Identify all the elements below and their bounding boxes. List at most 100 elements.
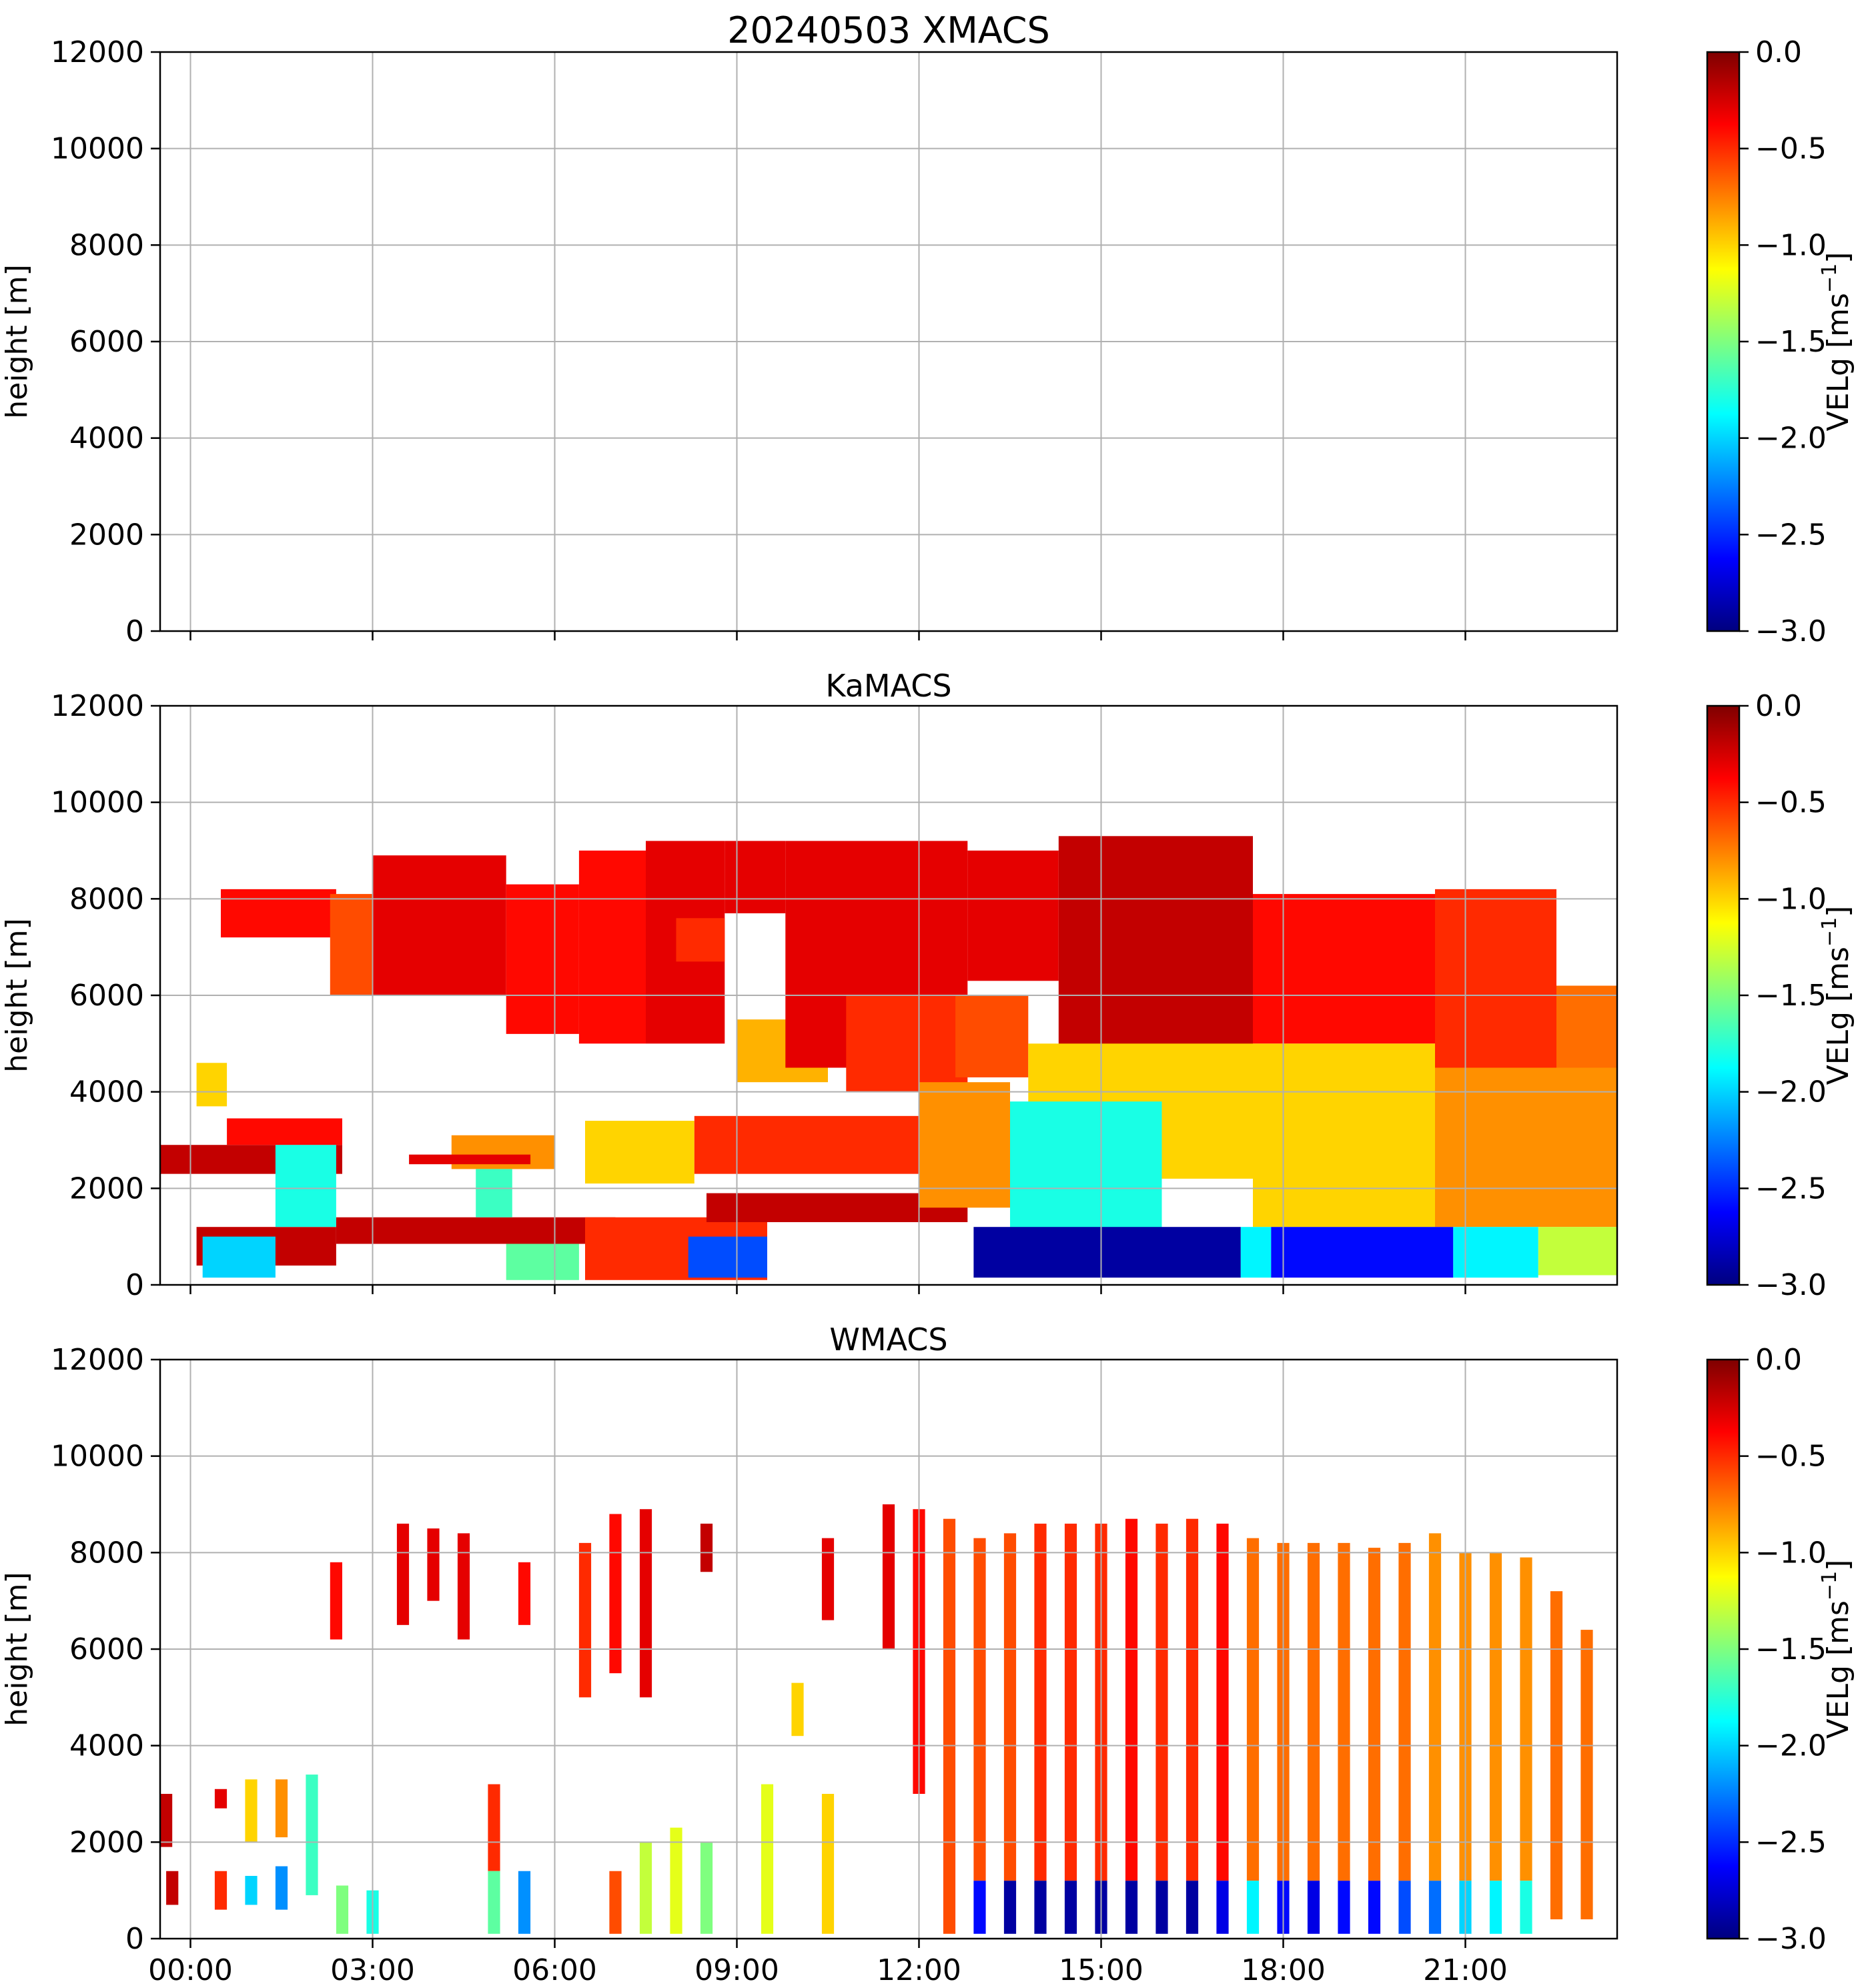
colorbar-tick-label: −0.5 [1755, 132, 1827, 166]
heatmap-cell [821, 1794, 835, 1934]
heatmap-cell [1003, 1533, 1017, 1881]
heatmap-cell [202, 1236, 276, 1278]
y-tick-label: 10000 [51, 132, 144, 166]
heatmap-cell [1253, 894, 1435, 1044]
colorbar-label: VELg [ms−1] [1818, 906, 1855, 1085]
heatmap-cell [1010, 1101, 1162, 1232]
heatmap-cell [275, 1145, 336, 1227]
heatmap-cell [1368, 1548, 1381, 1881]
x-tick-label: 00:00 [148, 1953, 233, 1987]
y-tick-label: 8000 [69, 882, 144, 916]
panel-kamacs: 0 2000 4000 6000 8000 10000 12000 height [m] KaM… [0, 668, 1855, 1302]
y-tick-label: 0 [125, 1922, 144, 1956]
heatmap-cell [1453, 1227, 1538, 1278]
heatmap-cell [1398, 1542, 1411, 1881]
heatmap-cell [670, 1827, 682, 1934]
heatmap-cell [1428, 1533, 1442, 1881]
heatmap-cell [973, 1881, 986, 1934]
heatmap-cell [372, 855, 506, 995]
heatmap-cell [1520, 1881, 1532, 1934]
x-tick-label: 18:00 [1241, 1953, 1326, 1987]
colorbar-tick-label: −1.0 [1755, 1536, 1827, 1570]
heatmap-cells [160, 836, 1617, 1280]
colorbar-tick-label: −3.0 [1755, 614, 1827, 648]
heatmap-cell [1271, 1227, 1454, 1278]
y-tick-label: 6000 [69, 325, 144, 359]
colorbar-gradient [1706, 1358, 1741, 1940]
colorbar-label: VELg [ms−1] [1818, 252, 1855, 432]
heatmap-cell [585, 1121, 694, 1184]
heatmap-cell [688, 1236, 767, 1278]
heatmap-cell [1058, 836, 1253, 1068]
heatmap-cell [1064, 1881, 1077, 1934]
heatmap-cell [245, 1779, 258, 1843]
heatmap-cell [1186, 1881, 1199, 1934]
heatmap-cell [476, 1169, 512, 1217]
heatmap-cell [1034, 1523, 1047, 1881]
colorbar-tick-label: −3.0 [1755, 1922, 1827, 1956]
heatmap-cell [1489, 1881, 1502, 1934]
colorbar-tick-label: −1.0 [1755, 882, 1827, 916]
heatmap-cell [221, 889, 336, 938]
heatmap-cell [1216, 1881, 1229, 1934]
y-tick-label: 12000 [51, 689, 144, 723]
heatmap-cell [1034, 1881, 1047, 1934]
heatmap-cell [506, 884, 579, 1034]
y-tick-label: 4000 [69, 422, 144, 456]
colorbar-tick-label: −2.5 [1755, 1825, 1827, 1859]
heatmap-cell [1253, 1043, 1435, 1227]
heatmap-cell [1338, 1881, 1350, 1934]
heatmap-cell [488, 1871, 500, 1934]
colorbar-tick-label: −0.5 [1755, 1440, 1827, 1474]
heatmap-cell [1240, 1227, 1272, 1278]
heatmap-cell [336, 1885, 349, 1934]
y-axis-label: height [m] [0, 264, 34, 418]
heatmap-cell [1125, 1881, 1138, 1934]
y-tick-label: 8000 [69, 1536, 144, 1570]
heatmap-cell [1307, 1542, 1320, 1881]
heatmap-cell [306, 1775, 318, 1895]
colorbar-gradient [1706, 51, 1741, 632]
heatmap-cell [725, 841, 786, 914]
heatmap-cell [1246, 1881, 1260, 1934]
heatmap-cell [1003, 1881, 1017, 1934]
heatmap-cell [166, 1871, 179, 1905]
y-tick-label: 6000 [69, 979, 144, 1013]
heatmap-cell [488, 1784, 500, 1871]
heatmap-cell [1428, 1881, 1442, 1934]
y-tick-label: 0 [125, 1268, 144, 1302]
y-tick-label: 6000 [69, 1632, 144, 1666]
x-tick-label: 21:00 [1423, 1953, 1508, 1987]
heatmap-cell [1368, 1881, 1381, 1934]
heatmap-cell [639, 1842, 652, 1934]
colorbar-tick-label: −2.0 [1755, 422, 1827, 456]
heatmap-cell [275, 1779, 288, 1838]
heatmap-cell [882, 1504, 895, 1649]
heatmap-cell [967, 851, 1059, 981]
heatmap-cell [973, 1538, 986, 1881]
heatmap-cell [700, 1523, 713, 1572]
colorbar-tick-label: 0.0 [1755, 1343, 1802, 1377]
heatmap-cell [639, 1509, 652, 1698]
heatmap-cells [160, 1504, 1593, 1934]
colorbar: 0.0 −0.5 −1.0 −1.5 −2.0 −2.5 −3.0 VELg [ms−1] [1706, 35, 1855, 648]
heatmap-cell [694, 1115, 919, 1174]
heatmap-cell [160, 1794, 173, 1847]
heatmap-cell [1556, 985, 1617, 1068]
heatmap-cell [1435, 889, 1556, 1068]
y-tick-label: 8000 [69, 228, 144, 262]
heatmap-cell [943, 1518, 956, 1934]
heatmap-cell [609, 1514, 622, 1674]
heatmap-cell [973, 1227, 1241, 1278]
heatmap-cell [791, 1682, 804, 1736]
heatmap-cell [1186, 1518, 1199, 1881]
colorbar-tick-label: −1.5 [1755, 1632, 1827, 1666]
y-tick-label: 0 [125, 614, 144, 648]
heatmap-cell [227, 1118, 342, 1145]
heatmap-cell [275, 1866, 288, 1910]
y-tick-label: 2000 [69, 518, 144, 552]
heatmap-cell [1520, 1557, 1532, 1881]
heatmap-cell [196, 1063, 227, 1107]
panel-title: 20240503 XMACS [727, 9, 1050, 51]
colorbar: 0.0 −0.5 −1.0 −1.5 −2.0 −2.5 −3.0 VELg [ms−1] [1706, 1343, 1855, 1956]
